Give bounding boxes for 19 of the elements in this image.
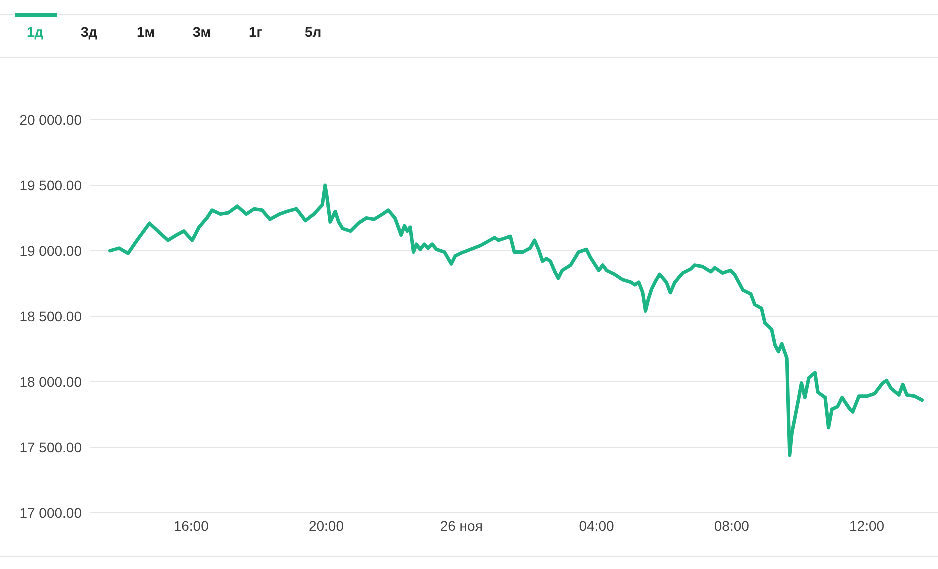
- x-tick-label: 20:00: [308, 518, 344, 534]
- y-tick-label: 19 000.00: [20, 242, 82, 259]
- x-tick-label: 08:00: [714, 518, 750, 534]
- x-tick-label: 04:00: [579, 518, 614, 534]
- y-tick-label: 20 000.00: [20, 112, 82, 128]
- text: 3д: [80, 24, 99, 40]
- y-tick-label: 17 000.00: [20, 504, 82, 521]
- y-tick-label: 17 500.00: [20, 439, 82, 456]
- y-tick-label: 18 500.00: [20, 308, 82, 324]
- y-tick-label: 18 000.00: [20, 374, 82, 390]
- y-tick-label: 19 500.00: [20, 177, 82, 194]
- text: 5л: [304, 24, 323, 40]
- text: 3м: [192, 24, 212, 40]
- x-tick-label: 16:00: [174, 518, 210, 534]
- x-tick-label: 26 ноя: [440, 518, 483, 534]
- x-tick-label: 12:00: [850, 518, 885, 534]
- text: 1г: [248, 24, 264, 40]
- text: 1д: [26, 24, 45, 40]
- text: 1м: [136, 24, 156, 40]
